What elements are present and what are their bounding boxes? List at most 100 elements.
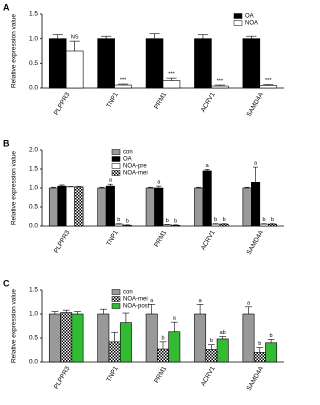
y-tick-label: 2.0: [29, 147, 38, 154]
x-tick-label: SAMD4A: [246, 229, 266, 256]
bar: [194, 38, 212, 89]
bar: [122, 224, 132, 227]
x-tick-label: PRM1: [153, 229, 168, 248]
bar: [74, 186, 84, 227]
legend-swatch: [111, 163, 121, 169]
x-tick-label: PRM1: [153, 365, 168, 384]
bar: [97, 187, 107, 227]
y-tick-label: 1.0: [29, 311, 38, 318]
x-tick-label: ACRV1: [200, 365, 217, 388]
y-tick-label: 0.5: [29, 204, 38, 211]
y-axis-label: Relative expression value: [11, 14, 18, 88]
bar: [171, 224, 181, 227]
x-tick-label: ACRV1: [200, 91, 217, 114]
bar: [114, 84, 132, 89]
bar: [242, 187, 252, 227]
y-tick-label: 0.0: [29, 359, 38, 366]
bar: [211, 85, 229, 89]
annotation: b: [210, 338, 213, 344]
bar: [97, 38, 115, 89]
legend-label: NOA-post: [123, 304, 150, 310]
bar: [48, 313, 61, 363]
y-tick-label: 0.5: [29, 335, 38, 342]
bar: [216, 338, 229, 363]
legend-label: OA: [245, 14, 254, 20]
annotation: a: [254, 161, 258, 167]
bar: [202, 170, 212, 227]
panel-label: B: [3, 138, 10, 148]
bar: [48, 38, 67, 89]
annotation: ***: [168, 72, 175, 78]
x-tick-label: PLPPR3: [53, 365, 72, 390]
bar: [157, 348, 169, 363]
y-tick-label: 1.5: [29, 287, 38, 294]
legend-swatch: [233, 20, 243, 26]
legend-swatch: [111, 149, 121, 155]
y-tick-label: 1.5: [29, 166, 38, 173]
bar: [145, 187, 155, 227]
legend-label: NOA-mei: [123, 297, 148, 303]
bar: [60, 312, 73, 363]
bar: [162, 80, 181, 89]
legend-swatch: [111, 289, 121, 295]
annotation: b: [117, 217, 120, 223]
annotation: ***: [265, 78, 272, 84]
y-tick-label: 1.0: [29, 185, 38, 192]
y-axis-label: Relative expression value: [11, 289, 18, 363]
legend-swatch: [111, 303, 121, 309]
bar: [205, 349, 218, 363]
bar: [219, 223, 229, 227]
y-tick-label: 1.0: [29, 35, 38, 42]
bar: [57, 185, 67, 227]
bar: [194, 313, 207, 363]
bar: [65, 50, 84, 89]
y-tick-label: 0.5: [29, 60, 38, 67]
annotation: a: [206, 163, 210, 169]
legend-label: NOA: [245, 21, 258, 27]
annotation: b: [258, 341, 261, 347]
bar: [251, 182, 261, 227]
annotation: NS: [71, 35, 79, 41]
bar: [65, 186, 75, 227]
x-tick-label: TNP1: [105, 91, 120, 109]
legend-swatch: [233, 13, 243, 19]
bar: [211, 223, 221, 227]
x-tick-label: PRM1: [153, 91, 168, 110]
bar: [97, 313, 110, 363]
y-axis-label: Relative expression value: [11, 151, 18, 225]
annotation: b: [161, 335, 164, 341]
legend-swatch: [111, 170, 121, 176]
x-tick-label: TNP1: [105, 229, 120, 247]
annotation: a: [173, 316, 177, 322]
legend-swatch: [111, 156, 121, 162]
bar: [168, 331, 181, 363]
annotation: ***: [217, 78, 224, 84]
y-tick-label: 0.0: [29, 85, 38, 92]
bar: [253, 352, 266, 363]
x-tick-label: PLPPR3: [53, 91, 72, 116]
annotation: b: [166, 218, 169, 224]
annotation: b: [174, 218, 177, 224]
bar: [259, 85, 278, 89]
annotation: b: [263, 217, 266, 223]
legend-label: OA: [123, 157, 132, 163]
legend-label: NOA-mei: [123, 171, 148, 177]
panel-label: C: [3, 278, 10, 288]
bar: [259, 223, 269, 227]
annotation: b: [214, 217, 217, 223]
bar: [48, 187, 59, 227]
bar: [119, 322, 132, 363]
annotation: b: [270, 333, 273, 339]
x-tick-label: SAMD4A: [246, 91, 266, 118]
bar: [194, 187, 204, 227]
annotation: a: [199, 298, 203, 304]
bar: [242, 313, 255, 363]
annotation: a: [109, 178, 113, 184]
bar: [265, 342, 278, 363]
annotation: a: [150, 298, 154, 304]
bar: [114, 223, 124, 227]
bar: [162, 224, 172, 227]
bar: [145, 313, 158, 363]
x-tick-label: SAMD4A: [246, 365, 266, 392]
